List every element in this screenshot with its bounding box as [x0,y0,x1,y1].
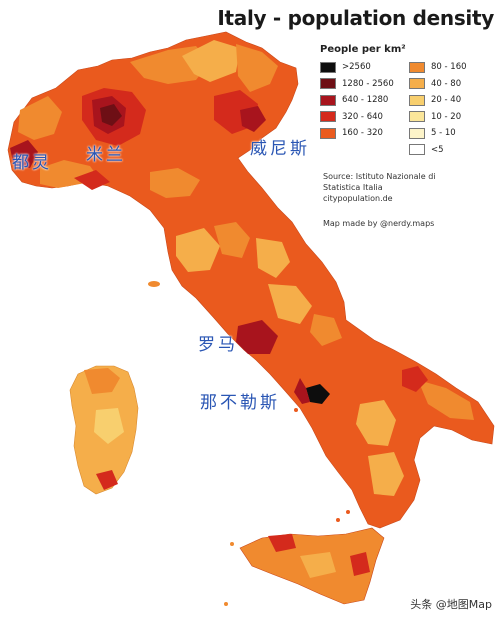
legend: People per km² >2560 1280 - 2560 640 - 128… [320,44,498,158]
legend-left-column: >2560 1280 - 2560 640 - 1280 320 - 640 160 -… [320,59,409,158]
city-label-venice: 威尼斯 [250,139,310,159]
legend-row: 5 - 10 [409,125,498,142]
legend-swatch [409,127,425,139]
region-basilicata [356,400,396,446]
legend-row: 20 - 40 [409,92,498,109]
region-molise [310,314,342,346]
city-label-rome: 罗马 [198,335,238,355]
legend-swatch [409,94,425,106]
legend-right-column: 80 - 160 40 - 80 20 - 40 10 - 20 5 - 10 <5 [409,59,498,158]
sicily-catania [350,552,370,576]
region-marche [256,238,290,278]
sardinia-cagliari [96,470,118,490]
legend-swatch [320,61,336,73]
region-genoa [74,170,110,190]
legend-swatch [320,94,336,106]
legend-heading: People per km² [320,44,406,55]
region-abruzzo [268,284,312,324]
region-umbria [214,222,250,258]
island-ustica [230,542,234,546]
region-venice [240,106,266,132]
legend-swatch [320,127,336,139]
legend-row: 80 - 160 [409,59,498,76]
sicily-palermo [268,534,296,552]
island-pantelleria [224,602,228,606]
legend-label: 5 - 10 [431,128,456,139]
region-calabria-north [368,452,404,496]
legend-label: 40 - 80 [431,78,462,89]
city-label-naples: 那不勒斯 [200,393,280,413]
legend-label: 640 - 1280 [342,95,389,106]
legend-label: 320 - 640 [342,111,383,122]
legend-row: 40 - 80 [409,76,498,93]
source-line-1: Source: Istituto Nazionale di [323,172,436,181]
region-bari [402,366,428,392]
sardinia-centre [94,408,124,444]
source-line-3: citypopulation.de [323,194,393,203]
source-note: Source: Istituto Nazionale di Statistica… [323,171,436,204]
legend-label: 1280 - 2560 [342,78,394,89]
city-label-turin: 都灵 [12,153,52,173]
legend-label: 80 - 160 [431,62,467,73]
region-trentino [182,40,240,82]
region-dolomites [236,44,278,92]
legend-label: >2560 [342,62,371,73]
sicily-centre [300,552,336,578]
watermark: 头条 @地图Map [410,598,492,611]
legend-row: >2560 [320,59,409,76]
legend-swatch [320,111,336,123]
source-line-2: Statistica Italia [323,183,383,192]
region-rome [236,320,278,354]
legend-row: <5 [409,142,498,159]
region-alps-west [18,96,62,140]
legend-row: 1280 - 2560 [320,76,409,93]
legend-row: 10 - 20 [409,109,498,126]
legend-row: 160 - 320 [320,125,409,142]
legend-label: 160 - 320 [342,128,383,139]
elba-island [148,281,160,287]
legend-swatch [320,78,336,90]
region-naples-ring [294,378,310,404]
legend-label: 20 - 40 [431,95,462,106]
island-stromboli [346,510,350,514]
legend-swatch [409,111,425,123]
region-emilia-hills [150,168,200,198]
legend-label: 10 - 20 [431,111,462,122]
map-credit: Map made by @nerdy.maps [323,219,435,228]
region-tuscany-south [176,228,220,272]
region-apulia-south [418,380,474,420]
region-turin [10,140,38,168]
legend-label: <5 [431,144,444,155]
island-lipari [336,518,340,522]
map-title: Italy - population density [217,6,494,30]
legend-swatch [409,61,425,73]
legend-swatch [409,78,425,90]
sardinia-north [84,368,120,394]
legend-row: 640 - 1280 [320,92,409,109]
region-milan-core [100,104,122,126]
legend-swatch [409,144,425,156]
island-capri [294,408,298,412]
city-label-milan: 米兰 [86,145,126,165]
legend-row: 320 - 640 [320,109,409,126]
region-naples [306,384,330,404]
